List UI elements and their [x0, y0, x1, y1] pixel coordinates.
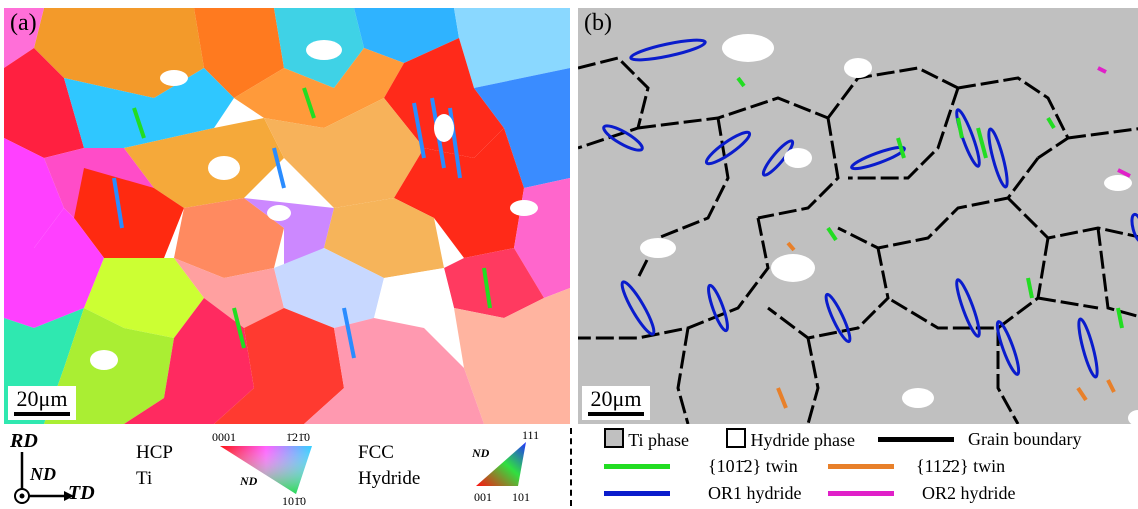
panel-label: (b) — [584, 10, 612, 36]
nd-axis-label: ND — [30, 464, 56, 484]
hcp-corner-0001: 0001 — [212, 430, 236, 444]
or2-hydride-swatch — [828, 491, 894, 496]
fcc-ipf-triangle — [476, 442, 526, 486]
grain-boundary-label: Grain boundary — [968, 429, 1082, 449]
scale-bar-line — [588, 412, 644, 416]
or2-hydride-label: OR2 hydride — [922, 483, 1016, 503]
twin-1012-label: {101̄2} twin — [708, 456, 798, 476]
or1-hydride-label: OR1 hydride — [708, 483, 802, 503]
twin-1012-swatch — [604, 464, 670, 469]
phase-map-panel: (b) 20μm — [578, 8, 1138, 424]
hydride-phase-swatch — [726, 428, 746, 448]
ipf-map-panel: (a) 20μm — [4, 8, 570, 424]
scale-bar-line — [14, 412, 70, 416]
hcp-phase-label: HCP — [136, 442, 173, 463]
key-ti-phase: Ti phase — [604, 428, 689, 451]
ipf-legend: RD ND TD HCP Ti 0001 1̄21̄0 101̄0 ND FCC… — [0, 428, 566, 509]
scale-bar: 20μm — [8, 386, 76, 420]
twin-1122-label: {112̄2} twin — [916, 456, 1006, 476]
fcc-corner-111: 111 — [522, 428, 540, 442]
fcc-phase-sublabel: Hydride — [358, 468, 421, 489]
fcc-nd-label: ND — [472, 446, 490, 460]
panel-label: (a) — [10, 10, 37, 36]
td-axis-label: TD — [68, 482, 95, 504]
scale-bar-text: 20μm — [16, 386, 68, 411]
twin-1122-swatch — [828, 464, 894, 469]
hcp-corner-top-right: 1̄21̄0 — [286, 430, 310, 444]
fcc-phase-label: FCC — [358, 442, 394, 463]
ti-phase-swatch — [604, 428, 624, 448]
ipf-map-image — [4, 8, 570, 424]
grain-boundary-swatch — [878, 437, 954, 442]
legend-divider — [570, 428, 572, 506]
hcp-ipf-triangle — [220, 446, 312, 494]
hcp-phase-sublabel: Ti — [136, 468, 153, 489]
sample-axes-diagram — [14, 452, 74, 504]
hydride-phase-label: Hydride phase — [750, 430, 855, 450]
rd-axis-label: RD — [10, 430, 38, 452]
hcp-nd-label: ND — [240, 474, 258, 488]
or1-hydride-swatch — [604, 491, 670, 496]
phase-map-image — [578, 8, 1138, 424]
hcp-corner-bottom: 101̄0 — [282, 494, 306, 508]
fcc-corner-101: 101 — [512, 490, 530, 504]
ti-phase-label: Ti phase — [628, 430, 690, 450]
scale-bar: 20μm — [582, 386, 650, 420]
key-hydride-phase: Hydride phase — [726, 428, 855, 451]
phase-map-key: Ti phase Hydride phase Grain boundary {1… — [578, 428, 1138, 509]
scale-bar-text: 20μm — [590, 386, 642, 411]
fcc-corner-001: 001 — [474, 490, 492, 504]
